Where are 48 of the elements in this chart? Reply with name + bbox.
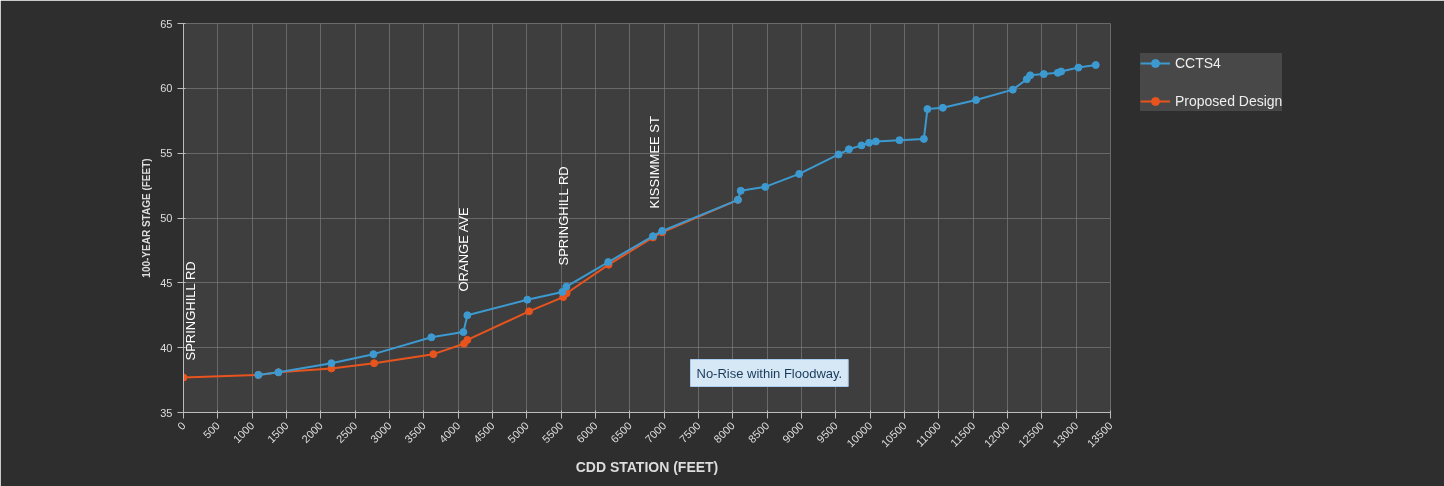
- point: [525, 307, 534, 316]
- x-tick-label: 500: [200, 419, 223, 441]
- y-tick-label: 35: [160, 406, 173, 419]
- point: [1008, 85, 1017, 94]
- point: [1074, 63, 1083, 72]
- y-axis-title: 100-YEAR STAGE (FEET): [141, 158, 153, 278]
- point: [369, 350, 378, 359]
- annotation: KISSIMMEE ST: [646, 115, 662, 209]
- legend-label: CCTS4: [1175, 55, 1221, 71]
- y-tick-label: 50: [160, 212, 173, 224]
- point: [857, 141, 866, 150]
- point: [1039, 70, 1048, 79]
- point: [871, 137, 880, 146]
- x-axis-title: CDD STATION (FEET): [575, 458, 719, 475]
- legend-label: Proposed Design: [1175, 93, 1283, 109]
- point: [972, 96, 981, 104]
- point: [919, 134, 928, 143]
- point: [463, 335, 472, 344]
- point: [1057, 67, 1066, 76]
- point: [1026, 71, 1035, 80]
- annotation: SPRINGHILL RD: [555, 166, 571, 266]
- point: [429, 350, 438, 359]
- point: [923, 105, 932, 114]
- y-tick-label: 60: [160, 82, 173, 95]
- annotation: No-Rise within Floodway.: [696, 365, 843, 381]
- point: [459, 328, 468, 337]
- point: [327, 359, 336, 368]
- point: [427, 333, 436, 342]
- point: [865, 138, 874, 147]
- annotation: SPRINGHILL RD: [182, 261, 198, 361]
- point: [844, 145, 853, 154]
- point: [463, 311, 472, 320]
- y-tick-label: 40: [160, 341, 173, 354]
- point: [1091, 61, 1100, 69]
- point: [938, 103, 947, 112]
- point: [761, 182, 770, 191]
- y-tick-label: 65: [160, 17, 173, 30]
- annotation: ORANGE AVE: [455, 206, 471, 292]
- y-tick-label: 45: [160, 276, 173, 289]
- point: [736, 186, 745, 195]
- point: [523, 295, 532, 304]
- point: [562, 282, 571, 291]
- y-tick-label: 55: [160, 147, 173, 160]
- point: [895, 136, 904, 145]
- point: [370, 359, 379, 368]
- point: [834, 150, 843, 159]
- point: [795, 169, 804, 178]
- x-tick-label: 0: [174, 419, 188, 433]
